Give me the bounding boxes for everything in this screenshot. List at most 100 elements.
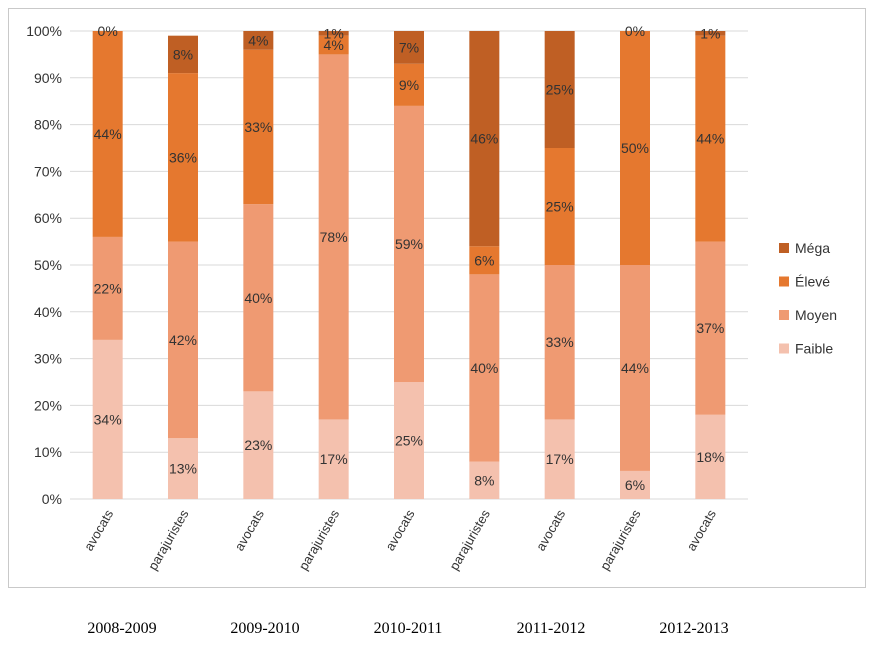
legend-label: Moyen (795, 307, 837, 323)
data-label: 9% (399, 77, 419, 93)
data-label: 33% (546, 334, 574, 350)
year-label: 2011-2012 (516, 620, 586, 637)
data-label: 8% (173, 46, 193, 62)
bar-segment-mga (243, 31, 274, 50)
y-tick-label: 0% (42, 491, 62, 507)
data-label: 36% (169, 149, 197, 165)
bar-segment-lev (168, 73, 198, 242)
year-label: 2008-2009 (87, 620, 157, 637)
chart-frame (8, 8, 866, 588)
bar-segment-mga (168, 35, 198, 74)
bar-segment-lev (544, 148, 575, 265)
bar-segment-mga (318, 31, 349, 36)
bar-segment-lev (695, 35, 726, 242)
data-label: 4% (248, 32, 268, 48)
legend-swatch (779, 276, 789, 287)
data-labels: 34% 22% 44% 0% 13% 42% 36% 8% 23% 40% 33% 4% 17% 78% 4… (94, 23, 725, 493)
bar-segment-faible (394, 382, 424, 499)
bars (92, 31, 726, 499)
x-axis-category-labels: avocats parajuristes avocats parajuristes av… (81, 507, 719, 573)
bar-segment-moyen (394, 105, 424, 382)
data-label: 23% (244, 437, 272, 453)
bar-segment-lev (92, 31, 123, 237)
bar-segment-mga (544, 31, 575, 148)
data-label: 13% (169, 461, 197, 477)
data-label: 37% (696, 320, 724, 336)
y-tick-label: 90% (34, 70, 62, 86)
bar-segment-mga (469, 31, 500, 247)
x-category-label: avocats (232, 507, 268, 554)
bar-segment-mga (394, 31, 424, 64)
year-label: 2010-2011 (373, 620, 443, 637)
bar-segment-lev (469, 246, 500, 275)
x-category-label: parajuristes (446, 507, 493, 573)
bar-segment-lev (243, 49, 274, 205)
data-label: 46% (470, 131, 498, 147)
data-label: 25% (546, 199, 574, 215)
y-tick-label: 100% (26, 23, 62, 39)
bar-segment-faible (695, 414, 726, 499)
bar-segment-moyen (695, 241, 726, 415)
bar-segment-faible (620, 470, 650, 499)
data-label: 22% (94, 280, 122, 296)
bar-segment-lev (318, 35, 349, 55)
data-label: 8% (474, 472, 494, 488)
data-label: 1% (700, 25, 720, 41)
y-tick-label: 70% (34, 163, 62, 179)
bar-segment-moyen (318, 54, 349, 420)
x-category-label: avocats (81, 507, 117, 554)
data-label: 40% (244, 290, 272, 306)
data-label: 0% (98, 23, 118, 39)
year-label: 2012-2013 (659, 620, 729, 637)
data-label: 25% (546, 82, 574, 98)
bar-segment-faible (92, 339, 123, 499)
data-label: 44% (621, 360, 649, 376)
legend-label: Élevé (795, 274, 830, 290)
x-category-label: avocats (533, 507, 569, 554)
y-tick-label: 20% (34, 397, 62, 413)
legend: Méga Élevé Moyen Faible (779, 240, 837, 357)
bar-segment-moyen (92, 236, 123, 340)
data-label: 6% (625, 477, 645, 493)
bar-segment-lev (620, 31, 650, 265)
legend-label: Méga (795, 240, 830, 256)
data-label: 44% (94, 126, 122, 142)
y-axis-tick-labels: 0% 10% 20% 30% 40% 50% 60% 70% 80% 90% 100% (26, 23, 62, 507)
data-label: 59% (395, 236, 423, 252)
data-label: 34% (94, 411, 122, 427)
x-category-label: avocats (382, 507, 418, 554)
data-label: 78% (320, 229, 348, 245)
data-label: 18% (696, 449, 724, 465)
data-label: 7% (399, 39, 419, 55)
x-category-label: parajuristes (597, 507, 644, 573)
bar-segment-faible (544, 419, 575, 499)
year-label: 2009-2010 (230, 620, 300, 637)
bar-segment-moyen (544, 265, 575, 420)
data-label: 50% (621, 140, 649, 156)
data-label: 40% (470, 360, 498, 376)
x-category-label: parajuristes (296, 507, 343, 573)
data-label: 0% (625, 23, 645, 39)
data-label: 44% (696, 131, 724, 147)
data-label: 42% (169, 332, 197, 348)
y-tick-label: 60% (34, 210, 62, 226)
bar-segment-faible (243, 391, 274, 499)
bar-segment-faible (168, 438, 198, 499)
data-label: 1% (324, 25, 344, 41)
bar-segment-faible (318, 419, 349, 499)
y-tick-label: 80% (34, 117, 62, 133)
bar-segment-mga (695, 31, 726, 36)
y-tick-label: 10% (34, 444, 62, 460)
bar-segment-lev (394, 63, 424, 106)
bar-segment-moyen (469, 274, 500, 462)
bar-segment-moyen (168, 241, 198, 439)
bar-segment-moyen (243, 204, 274, 392)
x-category-label: avocats (684, 507, 720, 554)
data-label: 25% (395, 433, 423, 449)
y-tick-label: 50% (34, 257, 62, 273)
x-category-label: parajuristes (145, 507, 192, 573)
y-tick-label: 30% (34, 351, 62, 367)
data-label: 17% (320, 451, 348, 467)
legend-swatch (779, 243, 789, 253)
